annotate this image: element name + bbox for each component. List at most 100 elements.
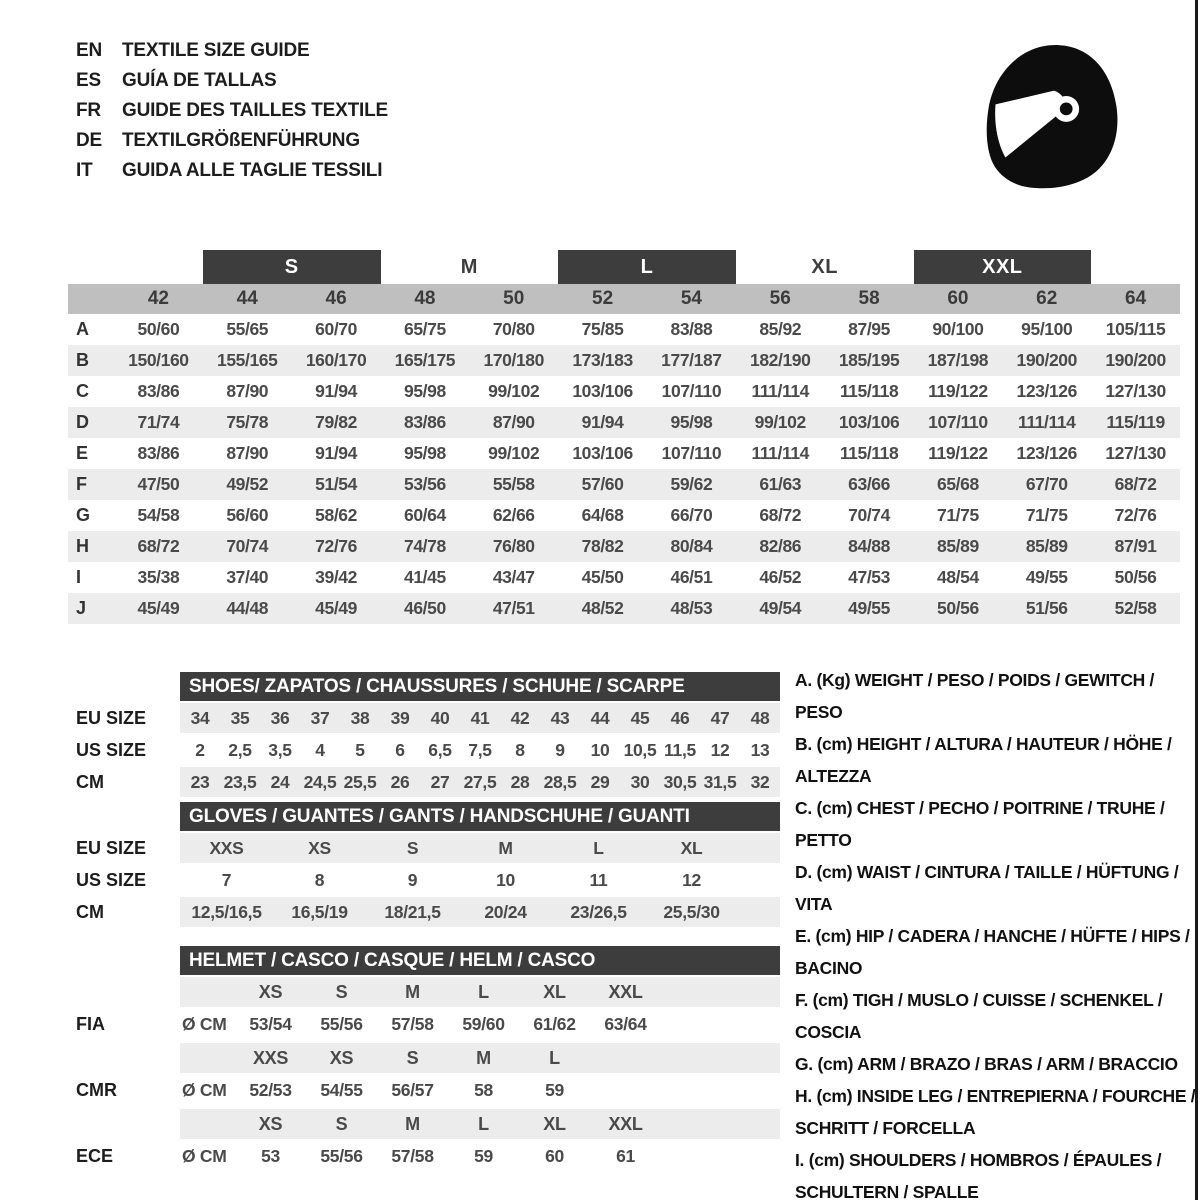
size-value: 28	[510, 771, 530, 792]
legend-item: A. (Kg) WEIGHT / PESO / POIDS / GEWITCH …	[795, 664, 1197, 728]
size-value: 23	[190, 771, 210, 792]
measurement-cell: 123/126	[1016, 381, 1078, 401]
shoes-row: US SIZE 2 2,5 3,5 4 5 6 6,5 7,5 8 9 10 10,5 11,5 12 13	[68, 735, 780, 765]
measurement-cell: 44/48	[226, 598, 269, 618]
legend-unit: (cm)	[816, 734, 853, 754]
size-value: 10,5	[623, 739, 657, 760]
measurement-cell: 87/90	[226, 443, 269, 463]
row-label: US SIZE	[76, 739, 147, 760]
title-language-list: EN TEXTILE SIZE GUIDE ES GUÍA DE TALLAS FR GU…	[76, 36, 388, 186]
size-value: 42	[510, 707, 530, 728]
legend-key: H.	[795, 1086, 812, 1106]
size-value: 18/21,5	[384, 901, 441, 922]
language-code: FR	[76, 100, 101, 121]
helmet-sizes-band: XXS XS S M L	[180, 1043, 780, 1073]
measurement-cell: 50/60	[137, 319, 180, 339]
size-value: 35	[230, 707, 250, 728]
measurement-cell: 107/110	[661, 443, 722, 463]
measurement-row: F 47/50 49/52 51/54 53/56 55/58 57/60 59/62 61/6…	[68, 469, 1180, 500]
legend-item: C. (cm) CHEST / PECHO / POITRINE / TRUHE…	[795, 792, 1197, 856]
legend-unit: (cm)	[816, 862, 853, 882]
shoes-section-title: SHOES/ ZAPATOS / CHAUSSURES / SCHUHE / S…	[180, 672, 780, 701]
measurement-cell: 55/65	[226, 319, 269, 339]
measurement-cell: 95/98	[404, 381, 446, 401]
helmet-row-spacer	[68, 977, 180, 1007]
measurement-cell: 45/50	[581, 567, 624, 587]
helmet-unit-spacer	[180, 1043, 235, 1073]
measurement-cell: 65/68	[937, 474, 979, 494]
size-value: 30	[630, 771, 650, 792]
measurement-cell: 63/66	[848, 474, 890, 494]
helmet-size-value: 56/57	[391, 1079, 434, 1100]
measurement-cell: 79/82	[315, 412, 357, 432]
size-value: 37	[310, 707, 330, 728]
measurement-cell: 119/122	[928, 443, 988, 463]
language-row: DE TEXTILGRÖßENFÜHRUNG	[76, 126, 388, 156]
measurement-cell: 99/102	[488, 381, 540, 401]
size-number-row: 42 44 46 48 50 52 54 56 58 60 62 64	[68, 284, 1180, 314]
measurement-cell: 68/72	[759, 505, 802, 525]
size-value: 34	[190, 707, 210, 728]
measurement-cell: 47/51	[492, 598, 535, 618]
helmet-rows: XS S M L XL XXL FIA Ø CM 53/54 55/56 57/58 59/60 61/…	[68, 977, 780, 1171]
legend-item: D. (cm) WAIST / CINTURA / TAILLE / HÜFTU…	[795, 856, 1197, 920]
size-value: 24	[270, 771, 290, 792]
helmet-size-label: M	[405, 1113, 420, 1134]
size-number: 52	[592, 288, 614, 309]
measurement-cell: 47/53	[848, 567, 890, 587]
size-value: 6	[395, 739, 405, 760]
row-letter: E	[76, 443, 88, 463]
language-code: IT	[76, 160, 93, 181]
measurement-cell: 99/102	[754, 412, 807, 432]
measurement-row: E 83/86 87/90 91/94 95/98 99/102 103/106 107/11…	[68, 438, 1180, 469]
measurement-cell: 76/80	[492, 536, 535, 556]
size-value: 11	[589, 869, 608, 890]
legend-unit: (Kg)	[816, 670, 851, 690]
helmet-size-label: L	[478, 981, 489, 1002]
measurement-cell: 49/52	[226, 474, 269, 494]
helmet-size-label: S	[335, 981, 348, 1002]
measurement-cell: 83/88	[670, 319, 713, 339]
measurement-cell: 173/183	[572, 350, 633, 370]
row-label: EU SIZE	[76, 837, 147, 858]
measurement-cell: 55/58	[492, 474, 535, 494]
size-value: 38	[350, 707, 370, 728]
textile-size-table: S M L XL XXL 42 44 46 48 50 52 54 56 58 60 62 64 A 50/60…	[68, 250, 1180, 624]
measurement-cell: 74/78	[404, 536, 446, 556]
helmet-size-label: M	[405, 981, 420, 1002]
measurement-cell: 46/50	[404, 598, 446, 618]
gloves-band: 7 8 9 10 11 12	[180, 865, 780, 895]
measurement-cell: 111/114	[751, 381, 810, 401]
measurement-cell: 72/76	[315, 536, 357, 556]
helmet-values-row: ECE Ø CM 53 55/56 57/58 59 60 61	[68, 1141, 780, 1171]
size-value: 28,5	[543, 771, 577, 792]
helmet-standard-label: CMR	[76, 1079, 117, 1100]
legend-terms: WAIST / CINTURA / TAILLE / HÜFTUNG / VIT…	[795, 862, 1179, 914]
measurement-cell: 68/72	[1114, 474, 1157, 494]
size-letter-spacer	[68, 284, 114, 314]
helmet-size-label: M	[476, 1047, 491, 1068]
measurement-row: D 71/74 75/78 79/82 83/86 87/90 91/94 95/98 99/1…	[68, 407, 1180, 438]
size-group-s: S	[202, 250, 381, 284]
diameter-unit-label: Ø CM	[182, 1013, 227, 1034]
measurement-cell: 91/94	[581, 412, 624, 432]
helmet-size-value: 53	[261, 1145, 280, 1166]
size-value: XL	[680, 837, 703, 858]
measurement-row: B 150/160 155/165 160/170 165/175 170/180 173/…	[68, 345, 1180, 376]
size-number: 42	[147, 288, 169, 309]
legend-key: B.	[795, 734, 812, 754]
legend-terms: ARM / BRAZO / BRAS / ARM / BRACCIO	[857, 1054, 1178, 1074]
helmet-size-label: XXL	[608, 981, 643, 1002]
size-number: 48	[414, 288, 436, 309]
helmet-size-value: 57/58	[391, 1145, 434, 1166]
row-letter: G	[76, 505, 90, 525]
language-label: TEXTILE SIZE GUIDE	[122, 40, 310, 61]
helmet-sizes-row: XS S M L XL XXL	[68, 977, 780, 1007]
legend-terms: HIP / CADERA / HANCHE / HÜFTE / HIPS / B…	[795, 926, 1190, 978]
size-value: 10	[590, 739, 610, 760]
measurement-cell: 87/95	[848, 319, 890, 339]
size-value: 30,5	[663, 771, 697, 792]
helmet-size-label: S	[406, 1047, 419, 1068]
helmet-size-value: 55/56	[320, 1013, 363, 1034]
helmet-size-label: XS	[258, 981, 283, 1002]
